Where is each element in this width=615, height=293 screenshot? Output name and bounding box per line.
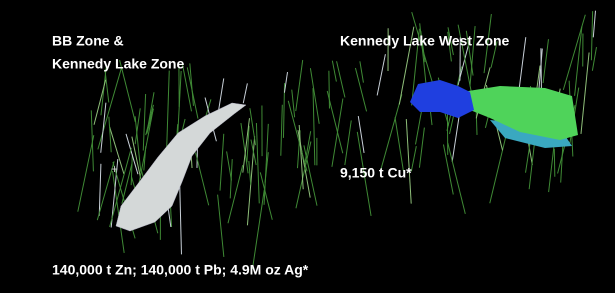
drill-hole xyxy=(554,149,555,177)
scene: + BB Zone & Kennedy Lake Zone Kennedy La… xyxy=(0,0,615,293)
marker: + xyxy=(111,162,118,176)
resource-label: 140,000 t Zn; 140,000 t Pb; 4.9M oz Ag* xyxy=(52,262,309,278)
zone-label: Kennedy Lake Zone xyxy=(52,56,184,72)
zone-label: BB Zone & xyxy=(52,33,124,49)
resource-label: 9,150 t Cu* xyxy=(340,165,412,181)
zone-label: Kennedy Lake West Zone xyxy=(340,33,510,49)
drill-hole xyxy=(329,71,330,109)
page: + BB Zone & Kennedy Lake Zone Kennedy La… xyxy=(0,0,615,293)
